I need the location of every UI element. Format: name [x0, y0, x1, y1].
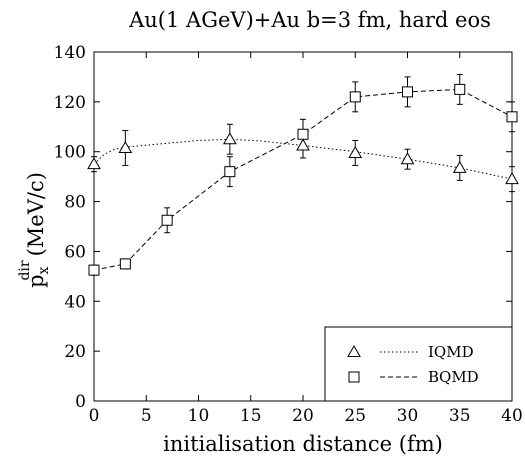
data-point-bqmd — [119, 258, 131, 270]
data-point-iqmd — [87, 157, 101, 170]
data-point-iqmd — [118, 140, 133, 153]
data-point-bqmd — [88, 264, 100, 276]
data-point-bqmd — [454, 83, 466, 95]
data-point-bqmd — [224, 166, 236, 178]
y-tick-label: 60 — [64, 242, 86, 262]
y-tick-label: 140 — [54, 43, 86, 63]
x-tick-label: 30 — [397, 406, 419, 426]
data-point-bqmd — [506, 111, 518, 123]
data-point-bqmd — [161, 214, 173, 226]
y-tick-label: 120 — [54, 93, 86, 113]
data-point-bqmd — [297, 128, 309, 140]
legend-box — [324, 326, 513, 402]
data-point-iqmd — [348, 145, 363, 158]
y-tick-label: 100 — [54, 143, 86, 163]
x-tick-label: 10 — [188, 406, 210, 426]
error-bars — [91, 73, 515, 276]
data-point-iqmd — [452, 160, 467, 173]
x-tick-label: 40 — [501, 406, 523, 426]
data-point-iqmd — [505, 172, 519, 185]
chart-title: Au(1 AGeV)+Au b=3 fm, hard eos — [128, 8, 491, 32]
series-line-bqmd — [93, 88, 513, 271]
legend-label-bqmd: BQMD — [428, 368, 479, 386]
x-tick-label: 0 — [89, 406, 100, 426]
legend: IQMD BQMD — [324, 326, 513, 402]
legend-marker-bqmd — [348, 371, 360, 383]
data-point-iqmd — [400, 152, 415, 165]
y-tick-label: 0 — [75, 392, 86, 412]
data-point-iqmd — [222, 132, 237, 145]
y-axis-label-sub: x — [36, 266, 52, 274]
x-tick-label: 35 — [449, 406, 471, 426]
y-tick-label: 80 — [64, 193, 86, 213]
svg-text:pxdir(MeV/c): pxdir (MeV/c) — [17, 172, 52, 288]
y-axis-label: pxdir (MeV/c) — [17, 172, 52, 288]
series-curves — [93, 88, 513, 271]
x-axis-label: initialisation distance (fm) — [163, 432, 443, 456]
data-point-bqmd — [402, 86, 413, 98]
x-tick-label: 5 — [141, 406, 152, 426]
x-tick-label: 20 — [292, 406, 314, 426]
legend-marker-iqmd — [347, 344, 361, 357]
data-point-iqmd — [296, 138, 310, 151]
y-tick-label: 20 — [64, 342, 86, 362]
y-axis-label-main: p — [24, 274, 48, 287]
x-tick-label: 15 — [240, 406, 262, 426]
axis-ticks: 0 5 10 15 20 25 30 35 40 0 20 40 60 80 100 120 140 — [54, 43, 523, 426]
y-axis-label-sup: dir — [17, 260, 33, 280]
y-tick-label: 40 — [64, 292, 86, 312]
data-markers — [87, 83, 519, 276]
y-axis-label-unit: (MeV/c) — [24, 172, 48, 256]
legend-label-iqmd: IQMD — [428, 343, 474, 361]
data-point-bqmd — [349, 91, 361, 103]
x-tick-label: 25 — [344, 406, 366, 426]
